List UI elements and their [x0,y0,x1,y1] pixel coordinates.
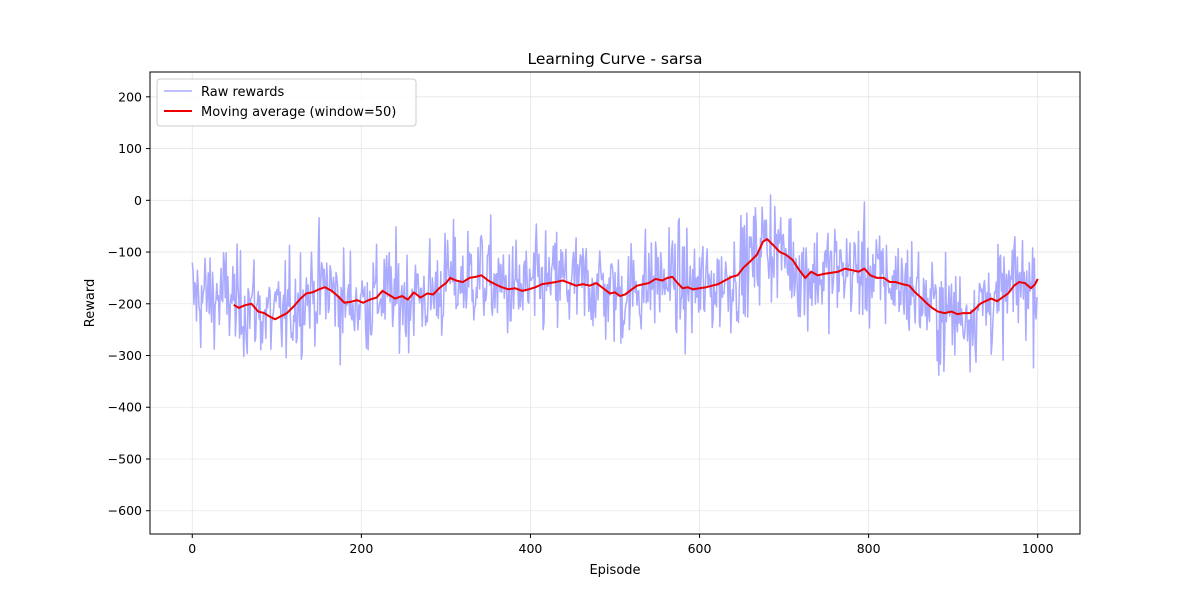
plot-frame [149,71,1081,535]
raw-rewards-series [191,194,1038,376]
x-axis-label: Episode [589,563,640,578]
legend-label-raw: Raw rewards [201,85,285,100]
moving-average-series [233,238,1039,321]
legend: Raw rewards Moving average (window=50) [156,78,417,127]
legend-box [156,78,417,127]
y-axis-label: Reward [83,279,98,327]
y-tick-label: 0 [134,193,142,208]
chart-title: Learning Curve - sarsa [528,50,703,68]
moving-average-line [233,238,1039,321]
y-tick-label: −300 [108,348,142,363]
x-tick-label: 1000 [1022,541,1054,556]
raw-rewards-line [191,194,1038,376]
y-tick-label: −500 [108,451,142,466]
y-tick-label: −200 [108,296,142,311]
x-axis-ticks: 0 200 400 600 800 1000 [188,534,1054,556]
legend-label-moving-average: Moving average (window=50) [201,105,396,120]
y-tick-label: 100 [118,141,142,156]
x-tick-label: 200 [349,541,373,556]
x-tick-label: 600 [688,541,712,556]
y-axis-ticks: −600 −500 −400 −300 −200 −100 0 100 200 [108,89,150,518]
y-tick-label: −600 [108,503,142,518]
y-tick-label: −100 [108,245,142,260]
y-tick-label: −400 [108,400,142,415]
x-tick-label: 400 [519,541,543,556]
x-tick-label: 0 [188,541,196,556]
x-tick-label: 800 [857,541,881,556]
y-tick-label: 200 [118,89,142,104]
